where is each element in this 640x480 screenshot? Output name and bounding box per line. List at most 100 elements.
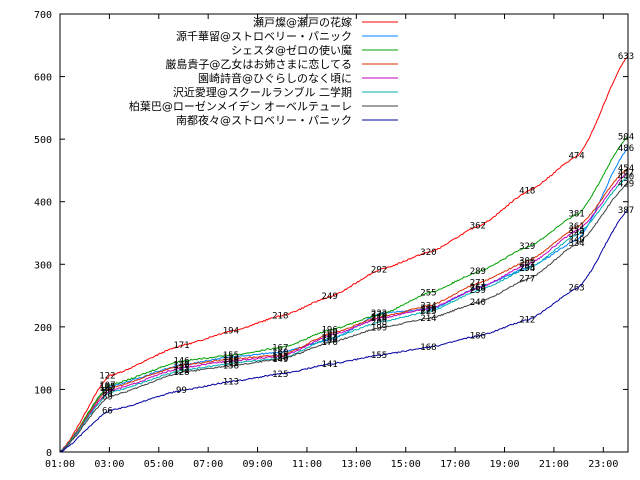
legend-label: 沢近愛理@スクールランブル 二学期 [173,85,352,99]
data-label: 113 [223,377,239,387]
data-label: 146 [173,357,189,367]
plot-frame [59,13,629,453]
y-tick-label: 0 [46,448,52,459]
data-label: 263 [470,283,486,293]
data-label: 486 [618,144,634,154]
data-label: 361 [568,222,584,232]
data-label: 107 [99,381,115,391]
x-axis-ticks: 01:00 03:00 05:00 07:00 09:00 11:00 13:00 15:00… [45,14,618,470]
data-label: 259 [470,286,486,296]
data-label: 349 [568,230,584,240]
data-label: 418 [519,186,535,196]
data-label: 149 [223,355,239,365]
data-label: 255 [420,288,436,298]
data-label: 190 [322,329,338,339]
series-line [59,176,629,453]
legend-label: 瀬戸燦@瀬戸の花嫁 [253,15,352,29]
data-label: 199 [371,323,387,333]
legend-label: 園崎詩音@ひぐらしのなく頃に [198,71,352,85]
data-label: 150 [272,354,288,364]
data-label: 212 [519,315,535,325]
data-label: 99 [176,386,187,396]
data-label: 234 [420,302,436,312]
x-tick-label: 17:00 [440,459,470,470]
data-label: 334 [568,239,584,249]
data-label: 135 [173,364,189,374]
y-axis-ticks: 0 100 200 300 400 500 600 700 [34,10,628,459]
x-tick-label: 03:00 [94,459,124,470]
y-tick-label: 500 [34,135,52,146]
data-label: 504 [618,133,634,143]
data-label: 141 [322,360,338,370]
y-tick-label: 300 [34,260,52,271]
data-label: 160 [272,348,288,358]
series-line [59,147,629,453]
data-label: 95 [102,389,113,399]
y-tick-label: 100 [34,385,52,396]
x-tick-label: 15:00 [391,459,421,470]
x-tick-label: 19:00 [489,459,519,470]
y-tick-label: 200 [34,323,52,334]
data-label: 216 [371,313,387,323]
data-label: 125 [272,370,288,380]
data-label: 167 [272,344,288,354]
data-label: 122 [99,372,115,382]
data-label: 180 [322,335,338,345]
data-label: 294 [519,264,535,274]
data-label: 454 [618,164,634,174]
data-label: 249 [322,292,338,302]
data-label: 277 [519,275,535,285]
data-label: 214 [371,314,387,324]
series-line [59,209,629,453]
data-label: 387 [618,206,634,216]
data-label: 155 [371,351,387,361]
data-label: 240 [470,298,486,308]
x-tick-label: 11:00 [292,459,322,470]
data-label: 176 [322,338,338,348]
data-label: 98 [102,387,113,397]
data-label: 153 [272,352,288,362]
legend-label: 源千華留@ストロベリー・パニック [176,29,352,43]
data-label: 220 [371,310,387,320]
series-line [59,55,629,453]
data-label: 168 [420,343,436,353]
data-label: 271 [470,278,486,288]
data-label: 362 [470,221,486,231]
data-label: 142 [223,359,239,369]
data-label: 183 [322,333,338,343]
data-label: 447 [618,168,634,178]
data-label: 187 [322,331,338,341]
x-tick-label: 21:00 [539,459,569,470]
data-label: 149 [272,355,288,365]
data-label: 340 [568,235,584,245]
data-label: 218 [272,312,288,322]
data-label: 264 [470,283,486,293]
x-tick-label: 09:00 [243,459,273,470]
legend-label: 柏葉巴@ローゼンメイデン オーベルテューレ [129,99,352,113]
data-label: 196 [322,325,338,335]
data-label: 131 [173,366,189,376]
data-label: 194 [223,327,239,337]
data-label: 139 [173,361,189,371]
series-line [59,136,629,453]
data-label: 171 [173,341,189,351]
data-label: 263 [568,283,584,293]
data-label: 102 [99,384,115,394]
legend-label: 南都夜々@ストロベリー・パニック [176,113,352,127]
data-label: 292 [371,265,387,275]
legend: 瀬戸燦@瀬戸の花嫁源千華留@ストロベリー・パニックシェスタ@ゼロの使い魔厳島貴子… [129,15,398,127]
data-label: 320 [420,248,436,258]
data-label: 355 [568,226,584,236]
data-labels: 1221711942182492923203624184746331051401… [99,52,634,417]
data-label: 225 [420,307,436,317]
x-tick-label: 01:00 [45,459,75,470]
data-label: 155 [223,351,239,361]
data-label: 138 [223,362,239,372]
series-line [59,167,629,453]
data-label: 381 [568,210,584,220]
data-label: 222 [371,309,387,319]
series-lines [59,55,629,453]
data-label: 128 [173,368,189,378]
data-label: 306 [519,257,535,267]
